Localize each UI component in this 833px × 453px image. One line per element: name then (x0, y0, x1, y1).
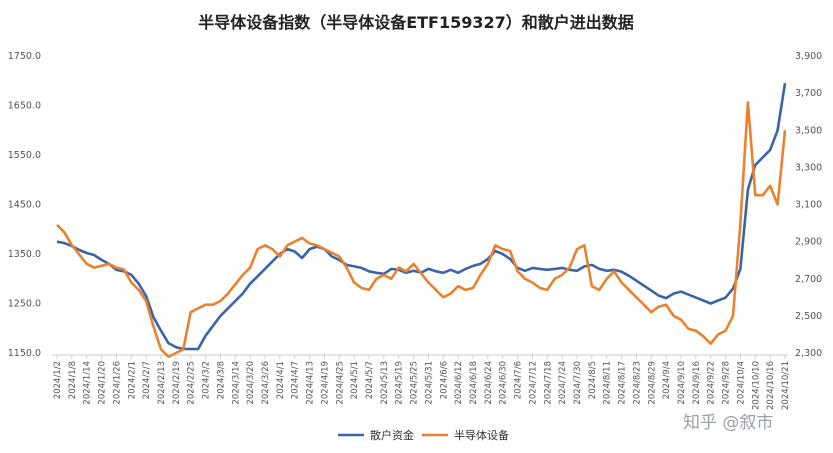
left-tick-label: 1250.0 (8, 299, 41, 310)
right-tick-label: 3,300 (795, 162, 822, 173)
x-tick-label: 2024/6/18 (469, 361, 479, 405)
x-tick-label: 2024/5/31 (424, 361, 434, 405)
x-tick-label: 2024/5/7 (365, 361, 375, 399)
legend-label: 散户资金 (370, 428, 414, 442)
x-tick-label: 2024/1/14 (83, 361, 93, 405)
series-line-semiconductor-equipment (56, 101, 787, 359)
x-tick-label: 2024/8/29 (647, 361, 657, 405)
left-axis-ticks: 1750.0 1650.0 1550.0 1450.0 1350.0 1250.0 1150… (8, 51, 41, 359)
x-tick-label: 2024/5/1 (350, 361, 360, 399)
legend-label: 半导体设备 (454, 428, 509, 442)
x-tick-label: 2024/1/8 (68, 361, 78, 399)
x-tick-label: 2024/4/7 (291, 361, 301, 399)
x-tick-label: 2024/4/19 (320, 361, 330, 405)
x-tick-label: 2024/1/26 (112, 361, 122, 405)
x-tick-label: 2024/8/23 (632, 361, 642, 405)
x-tick-label: 2024/3/20 (246, 361, 256, 405)
x-tick-label: 2024/8/17 (618, 361, 628, 405)
left-tick-label: 1450.0 (8, 200, 41, 211)
left-tick-label: 1650.0 (8, 101, 41, 112)
x-tick-label: 2024/6/24 (484, 361, 494, 405)
left-tick-label: 1750.0 (8, 51, 41, 62)
x-tick-label: 2024/5/19 (395, 361, 405, 405)
x-tick-label: 2024/2/7 (142, 361, 152, 399)
x-tick-label: 2024/2/25 (187, 361, 197, 405)
x-axis-ticks: 2024/1/2 2024/1/8 2024/1/14 2024/1/20 2024/1… (53, 355, 791, 410)
x-tick-label: 2024/3/8 (216, 361, 226, 399)
x-tick-label: 2024/6/30 (499, 361, 509, 405)
left-tick-label: 1550.0 (8, 150, 41, 161)
x-tick-label: 2024/4/1 (276, 361, 286, 399)
right-tick-label: 2,300 (795, 348, 822, 359)
x-tick-label: 2024/4/25 (335, 361, 345, 405)
right-tick-label: 2,900 (795, 237, 822, 248)
x-tick-label: 2024/10/21 (781, 361, 791, 410)
x-tick-label: 2024/3/26 (261, 361, 271, 405)
x-tick-label: 2024/8/5 (588, 361, 598, 399)
x-tick-label: 2024/2/13 (157, 361, 167, 405)
right-tick-label: 3,700 (795, 88, 822, 99)
legend: 散户资金 半导体设备 (338, 428, 509, 442)
x-tick-label: 2024/6/12 (454, 361, 464, 405)
x-tick-label: 2024/5/13 (380, 361, 390, 405)
series-lines (56, 82, 787, 359)
x-tick-label: 2024/9/28 (722, 361, 732, 405)
right-tick-label: 2,500 (795, 311, 822, 322)
x-tick-label: 2024/9/4 (662, 361, 672, 399)
x-tick-label: 2024/2/19 (172, 361, 182, 405)
x-tick-label: 2024/4/13 (306, 361, 316, 405)
watermark-text: 知乎 @叙市 (683, 413, 773, 433)
x-tick-label: 2024/2/1 (127, 361, 137, 399)
x-tick-label: 2024/10/10 (751, 361, 761, 410)
left-tick-label: 1350.0 (8, 249, 41, 260)
right-tick-label: 3,500 (795, 125, 822, 136)
x-tick-label: 2024/3/14 (231, 361, 241, 405)
x-tick-label: 2024/1/2 (53, 361, 63, 399)
x-tick-label: 2024/7/18 (543, 361, 553, 405)
x-tick-label: 2024/9/22 (707, 361, 717, 405)
x-tick-label: 2024/5/25 (410, 361, 420, 405)
right-tick-label: 3,100 (795, 200, 822, 211)
x-tick-label: 2024/1/20 (98, 361, 108, 405)
x-tick-label: 2024/7/24 (558, 361, 568, 405)
x-tick-label: 2024/8/11 (603, 361, 613, 405)
x-tick-label: 2024/9/10 (677, 361, 687, 405)
right-tick-label: 2,700 (795, 274, 822, 285)
x-tick-label: 2024/10/16 (766, 361, 776, 410)
left-tick-label: 1150.0 (8, 348, 41, 359)
x-tick-label: 2024/6/6 (439, 361, 449, 399)
right-tick-label: 3,900 (795, 51, 822, 62)
x-tick-label: 2024/10/4 (736, 361, 746, 405)
x-tick-label: 2024/7/30 (573, 361, 583, 405)
right-axis-ticks: 3,900 3,700 3,500 3,300 3,100 2,900 2,700 2,500… (795, 51, 822, 359)
chart-title: 半导体设备指数（半导体设备ETF159327）和散户进出数据 (198, 13, 634, 32)
x-tick-label: 2024/3/2 (202, 361, 212, 399)
series-line-retail-funds (56, 82, 787, 351)
x-tick-label: 2024/7/12 (528, 361, 538, 405)
x-tick-label: 2024/9/16 (692, 361, 702, 405)
x-tick-label: 2024/7/6 (514, 361, 524, 399)
